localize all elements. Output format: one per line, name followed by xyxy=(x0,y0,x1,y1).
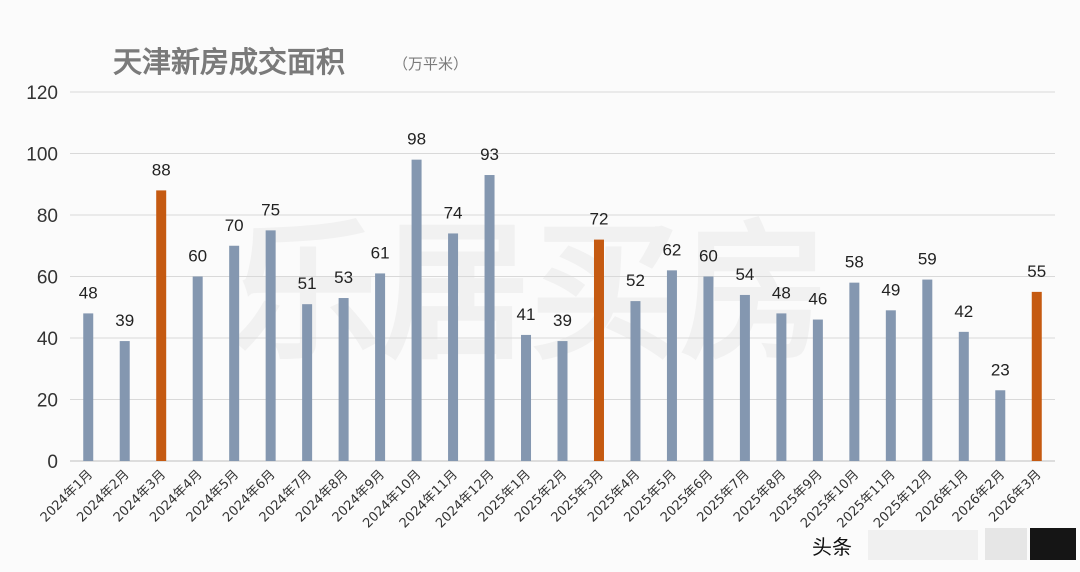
y-tick-label: 100 xyxy=(26,145,58,166)
data-label: 39 xyxy=(553,311,572,330)
bar xyxy=(739,294,750,461)
data-label: 70 xyxy=(225,216,244,235)
bar xyxy=(229,245,240,461)
bar xyxy=(630,301,641,461)
bar xyxy=(849,282,860,461)
data-label: 41 xyxy=(517,305,536,324)
data-label: 42 xyxy=(954,302,973,321)
bar xyxy=(375,273,386,461)
data-label: 74 xyxy=(444,203,463,222)
overlay-box-gray xyxy=(985,528,1027,560)
data-label: 75 xyxy=(261,200,280,219)
data-label: 39 xyxy=(115,311,134,330)
bar xyxy=(776,313,787,461)
data-label: 52 xyxy=(626,271,645,290)
data-label: 48 xyxy=(79,283,98,302)
bar xyxy=(958,331,969,461)
y-tick-label: 0 xyxy=(47,452,58,473)
y-tick-label: 120 xyxy=(26,83,58,104)
bar xyxy=(338,298,349,461)
bars xyxy=(83,159,1042,461)
data-label: 98 xyxy=(407,130,426,149)
data-label: 48 xyxy=(772,283,791,302)
bar xyxy=(995,390,1006,461)
bar xyxy=(411,159,422,461)
data-label: 51 xyxy=(298,274,317,293)
x-axis: 2024年1月2024年2月2024年3月2024年4月2024年5月2024年… xyxy=(38,467,1045,531)
bar xyxy=(922,279,933,461)
bar xyxy=(593,239,604,461)
chart-unit: （万平米） xyxy=(393,55,468,73)
y-tick-label: 60 xyxy=(37,268,58,289)
data-label: 60 xyxy=(699,247,718,266)
data-label: 53 xyxy=(334,268,353,287)
bar xyxy=(557,341,568,461)
overlay-text: 头条 xyxy=(812,535,852,559)
data-label: 60 xyxy=(188,247,207,266)
data-label: 72 xyxy=(590,210,609,229)
bar xyxy=(885,310,896,461)
bar xyxy=(265,230,276,461)
data-label: 93 xyxy=(480,145,499,164)
data-label: 23 xyxy=(991,360,1010,379)
bar xyxy=(703,276,714,461)
data-label: 49 xyxy=(881,280,900,299)
bar xyxy=(1031,291,1042,461)
y-tick-label: 20 xyxy=(37,391,58,412)
y-axis: 0 20 40 60 80 100 120 xyxy=(26,83,58,473)
data-label: 88 xyxy=(152,160,171,179)
data-labels: 48 39 88 60 70 75 51 53 61 98 74 93 41 39 72 52 62 60 54 48… xyxy=(79,130,1046,380)
bar xyxy=(812,319,823,461)
data-label: 54 xyxy=(735,265,754,284)
overlay-box-light xyxy=(868,530,978,560)
bar xyxy=(83,313,94,461)
bar xyxy=(192,276,203,461)
y-tick-label: 80 xyxy=(37,206,58,227)
data-label: 62 xyxy=(662,240,681,259)
data-label: 46 xyxy=(808,290,827,309)
data-label: 58 xyxy=(845,253,864,272)
overlay-box-dark xyxy=(1030,528,1076,560)
bar xyxy=(448,233,459,461)
chart-title: 天津新房成交面积 xyxy=(113,45,345,79)
y-tick-label: 40 xyxy=(37,329,58,350)
bar xyxy=(119,341,130,461)
bar xyxy=(484,175,495,461)
data-label: 61 xyxy=(371,243,390,262)
data-label: 55 xyxy=(1027,262,1046,281)
bar xyxy=(302,304,313,461)
data-label: 59 xyxy=(918,250,937,269)
bar xyxy=(521,334,532,461)
bar xyxy=(156,190,167,461)
bar xyxy=(666,270,677,461)
